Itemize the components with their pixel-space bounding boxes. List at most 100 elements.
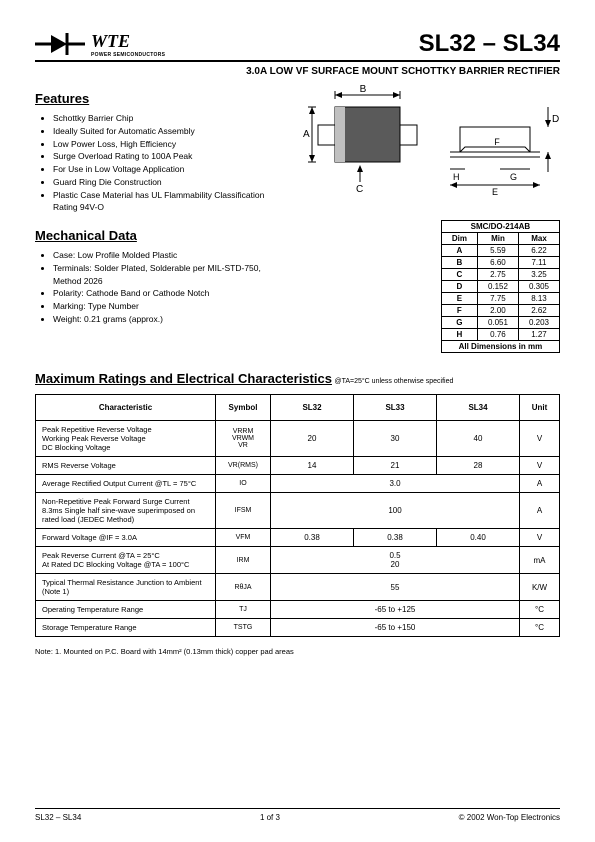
- mech-item: Case: Low Profile Molded Plastic: [53, 249, 285, 262]
- mech-item: Polarity: Cathode Band or Cathode Notch: [53, 287, 285, 300]
- char-value: -65 to +150: [271, 619, 520, 637]
- svg-text:B: B: [360, 84, 367, 95]
- dim-table-cell: G: [441, 317, 477, 329]
- mech-item: Marking: Type Number: [53, 300, 285, 313]
- char-table-header: SL33: [354, 395, 437, 421]
- char-cond: @TA=25°C unless otherwise specified: [334, 378, 453, 385]
- page-footer: SL32 – SL34 1 of 3 © 2002 Won-Top Electr…: [35, 808, 560, 822]
- logo-text-block: WTE POWER SEMICONDUCTORS: [91, 31, 165, 58]
- dim-table-header: Min: [477, 233, 518, 245]
- dim-table-cell: 6.60: [477, 257, 518, 269]
- char-name: Operating Temperature Range: [36, 601, 216, 619]
- dim-table-cell: 7.11: [518, 257, 559, 269]
- char-table-header: Symbol: [216, 395, 271, 421]
- part-title: SL32 – SL34: [419, 30, 560, 58]
- features-item: Low Power Loss, High Efficiency: [53, 138, 285, 151]
- char-symbol: TSTG: [216, 619, 271, 637]
- char-unit: A: [520, 475, 560, 493]
- char-value: 20: [271, 421, 354, 457]
- features-item: Plastic Case Material has UL Flammabilit…: [53, 189, 285, 215]
- char-unit: V: [520, 457, 560, 475]
- dim-table-cell: 0.152: [477, 281, 518, 293]
- char-unit: °C: [520, 619, 560, 637]
- char-value: -65 to +125: [271, 601, 520, 619]
- dim-table-header: Max: [518, 233, 559, 245]
- features-list: Schottky Barrier ChipIdeally Suited for …: [35, 112, 285, 214]
- char-symbol: IRM: [216, 547, 271, 574]
- dim-table-cell: H: [441, 329, 477, 341]
- diode-logo-icon: [35, 30, 85, 58]
- char-value: 28: [437, 457, 520, 475]
- char-unit: V: [520, 529, 560, 547]
- svg-text:A: A: [303, 129, 310, 140]
- svg-text:G: G: [510, 172, 517, 182]
- char-value: 0.5 20: [271, 547, 520, 574]
- dim-table-cell: E: [441, 293, 477, 305]
- dim-table-block: SMC/DO-214ABDimMinMaxA5.596.22B6.607.11C…: [300, 214, 560, 353]
- features-item: Schottky Barrier Chip: [53, 112, 285, 125]
- page-header: WTE POWER SEMICONDUCTORS SL32 – SL34: [35, 30, 560, 58]
- mech-block: Mechanical Data Case: Low Profile Molded…: [35, 214, 285, 326]
- subtitle: 3.0A LOW VF SURFACE MOUNT SCHOTTKY BARRI…: [35, 66, 560, 77]
- dim-table-cell: B: [441, 257, 477, 269]
- dim-table-cell: 0.76: [477, 329, 518, 341]
- char-table-header: SL32: [271, 395, 354, 421]
- char-heading-row: Maximum Ratings and Electrical Character…: [35, 371, 560, 386]
- features-item: Ideally Suited for Automatic Assembly: [53, 125, 285, 138]
- char-name: Peak Reverse Current @TA = 25°C At Rated…: [36, 547, 216, 574]
- char-value: 21: [354, 457, 437, 475]
- char-name: Non-Repetitive Peak Forward Surge Curren…: [36, 493, 216, 529]
- package-diagram-icon: B A C D F H: [300, 77, 560, 197]
- char-unit: mA: [520, 547, 560, 574]
- footer-right: © 2002 Won-Top Electronics: [459, 813, 560, 822]
- footnote: Note: 1. Mounted on P.C. Board with 14mm…: [35, 647, 560, 656]
- svg-text:H: H: [453, 172, 460, 182]
- dim-table-cell: 0.051: [477, 317, 518, 329]
- char-symbol: VFM: [216, 529, 271, 547]
- characteristics-table: CharacteristicSymbolSL32SL33SL34UnitPeak…: [35, 394, 560, 637]
- package-diagram-block: B A C D F H: [300, 77, 560, 199]
- char-table-header: Characteristic: [36, 395, 216, 421]
- svg-text:E: E: [492, 187, 498, 197]
- features-heading: Features: [35, 91, 285, 106]
- char-name: Peak Repetitive Reverse Voltage Working …: [36, 421, 216, 457]
- char-value: 3.0: [271, 475, 520, 493]
- features-item: Guard Ring Die Construction: [53, 176, 285, 189]
- char-symbol: VRRM VRWM VR: [216, 421, 271, 457]
- char-symbol: RθJA: [216, 574, 271, 601]
- char-value: 0.38: [271, 529, 354, 547]
- char-value: 30: [354, 421, 437, 457]
- char-value: 40: [437, 421, 520, 457]
- footer-center: 1 of 3: [260, 813, 280, 822]
- footer-line: SL32 – SL34 1 of 3 © 2002 Won-Top Electr…: [35, 808, 560, 822]
- dim-table-cell: 2.00: [477, 305, 518, 317]
- char-name: Forward Voltage @IF = 3.0A: [36, 529, 216, 547]
- char-unit: °C: [520, 601, 560, 619]
- char-unit: A: [520, 493, 560, 529]
- char-table-header: Unit: [520, 395, 560, 421]
- dim-table-cell: 2.62: [518, 305, 559, 317]
- char-name: Average Rectified Output Current @TL = 7…: [36, 475, 216, 493]
- mech-item: Weight: 0.21 grams (approx.): [53, 313, 285, 326]
- char-symbol: VR(RMS): [216, 457, 271, 475]
- char-heading: Maximum Ratings and Electrical Character…: [35, 371, 332, 386]
- dim-table-header: Dim: [441, 233, 477, 245]
- dim-table-cell: 6.22: [518, 245, 559, 257]
- dim-table-footer: All Dimensions in mm: [441, 341, 559, 353]
- dim-table-cell: A: [441, 245, 477, 257]
- dim-table-cell: 8.13: [518, 293, 559, 305]
- char-symbol: IO: [216, 475, 271, 493]
- char-name: RMS Reverse Voltage: [36, 457, 216, 475]
- mech-item: Terminals: Solder Plated, Solderable per…: [53, 262, 285, 288]
- logo-subtext: POWER SEMICONDUCTORS: [91, 52, 165, 58]
- features-row: Features Schottky Barrier ChipIdeally Su…: [35, 77, 560, 214]
- char-value: 14: [271, 457, 354, 475]
- char-value: 0.38: [354, 529, 437, 547]
- char-unit: V: [520, 421, 560, 457]
- char-symbol: TJ: [216, 601, 271, 619]
- mech-row: Mechanical Data Case: Low Profile Molded…: [35, 214, 560, 353]
- features-item: Surge Overload Rating to 100A Peak: [53, 150, 285, 163]
- dim-table-cell: 7.75: [477, 293, 518, 305]
- svg-text:D: D: [552, 114, 559, 125]
- dim-table-cell: 0.203: [518, 317, 559, 329]
